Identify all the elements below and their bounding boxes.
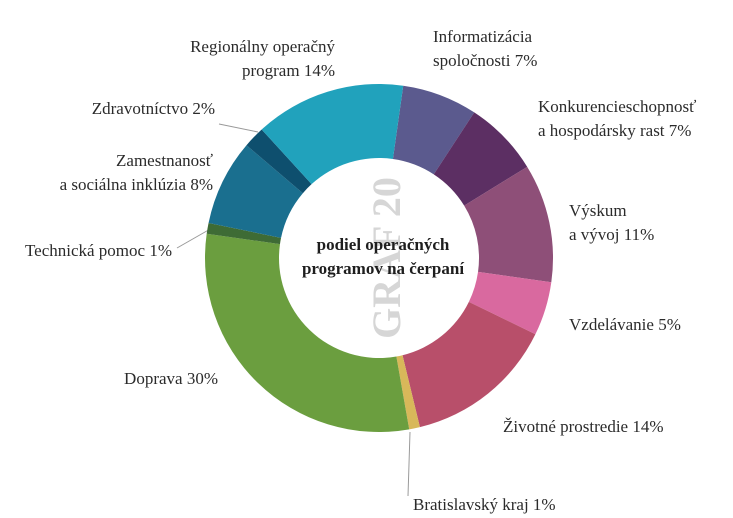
- category-name-line: Regionálny operačný: [190, 37, 335, 56]
- value-label: 2%: [192, 99, 215, 118]
- leader-line: [176, 227, 213, 249]
- value-label: 11%: [624, 225, 655, 244]
- value-label: 14%: [304, 61, 335, 80]
- category-name-line: Zamestnanosť: [116, 151, 213, 170]
- value-label: 1%: [533, 495, 556, 514]
- center-title-line: programov na čerpaní: [302, 259, 464, 278]
- category-name-line: a vývoj: [569, 225, 620, 244]
- category-name-line: a sociálna inklúzia: [60, 175, 187, 194]
- segment-label: Vzdelávanie 5%: [569, 315, 681, 334]
- category-name-line: program: [242, 61, 300, 80]
- value-label: 30%: [187, 369, 218, 388]
- category-name: Doprava: [124, 369, 183, 388]
- segment-label: Zdravotníctvo 2%: [92, 99, 215, 118]
- category-name: Životné prostredie: [503, 417, 628, 436]
- segment-label: Konkurencieschopnosť a hospodársky rast 7…: [538, 97, 696, 140]
- leader-line: [218, 123, 259, 133]
- value-label: 14%: [632, 417, 663, 436]
- donut-segment: [261, 84, 404, 185]
- segment-label: Doprava 30%: [124, 369, 218, 388]
- leader-lines: [176, 123, 411, 497]
- segment-label: Technická pomoc 1%: [25, 241, 172, 260]
- value-label: 8%: [190, 175, 213, 194]
- category-name-line: Výskum: [569, 201, 627, 220]
- donut-segment: [396, 355, 420, 430]
- category-name: Vzdelávanie: [569, 315, 654, 334]
- segment-label: Výskum a vývoj 11%: [569, 201, 654, 244]
- donut-segment: [402, 301, 536, 428]
- segment-label: Bratislavský kraj 1%: [413, 495, 556, 514]
- center-title-line: podiel operačných: [317, 235, 450, 254]
- donut-segment: [464, 166, 553, 283]
- donut-segment: [208, 145, 303, 238]
- category-name-line: spoločnosti: [433, 51, 511, 70]
- segment-label: Regionálny operačný program 14%: [190, 37, 335, 80]
- segment-label: Životné prostredie 14%: [503, 417, 664, 436]
- category-name-line: Konkurencieschopnosť: [538, 97, 696, 116]
- value-label: 7%: [669, 121, 692, 140]
- donut-segment: [433, 112, 528, 206]
- center-title: podiel operačných programov na čerpaní: [302, 235, 464, 278]
- category-name: Zdravotníctvo: [92, 99, 188, 118]
- value-label: 1%: [149, 241, 172, 260]
- category-name: Informatizácia spoločnosti: [433, 27, 533, 70]
- leader-line: [407, 431, 411, 497]
- category-name: Technická pomoc: [25, 241, 146, 260]
- category-name-line: a hospodársky rast: [538, 121, 665, 140]
- category-name: Regionálny operačný program: [190, 37, 335, 80]
- value-label: 5%: [658, 315, 681, 334]
- segment-label: Zamestnanosť a sociálna inklúzia 8%: [60, 151, 213, 194]
- category-name: Zamestnanosť a sociálna inklúzia: [60, 151, 213, 194]
- segment-label: Informatizácia spoločnosti 7%: [433, 27, 537, 70]
- donut-segment: [205, 233, 410, 432]
- donut-segment: [392, 85, 475, 175]
- category-name: Bratislavský kraj: [413, 495, 529, 514]
- category-name-line: Informatizácia: [433, 27, 533, 46]
- category-name: Výskum a vývoj: [569, 201, 627, 244]
- donut-segment: [206, 223, 282, 245]
- watermark: GRAF 20: [364, 177, 409, 339]
- category-name: Konkurencieschopnosť a hospodársky rast: [538, 97, 696, 140]
- value-label: 7%: [515, 51, 538, 70]
- donut-segment: [246, 129, 312, 194]
- donut-segment: [468, 271, 552, 335]
